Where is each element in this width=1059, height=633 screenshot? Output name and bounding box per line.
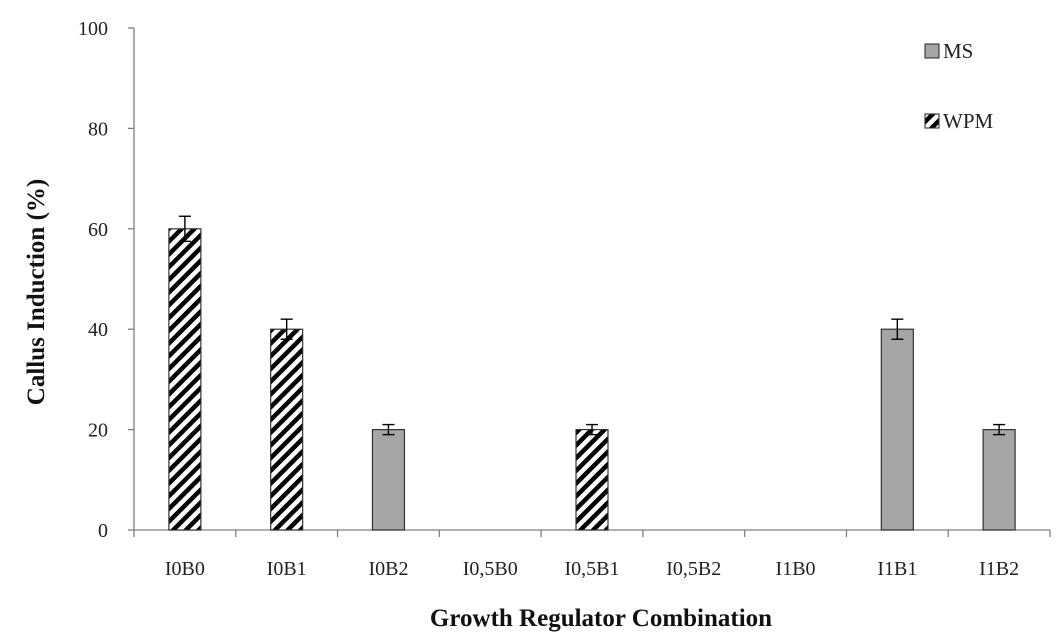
y-tick-label: 40	[88, 319, 108, 341]
error-bar	[178, 215, 191, 243]
x-tick-label: I1B1	[877, 558, 917, 580]
x-tick-label: I0B2	[368, 558, 408, 580]
x-axis: I0B0 I0B1 I0B2 I0,5B0 I0,5B1 I0,5B2 I1B0 I1B1 I1…	[133, 529, 1051, 580]
x-tick-label: I1B2	[979, 558, 1019, 580]
bar-wpm-I0B0	[168, 228, 202, 531]
y-tick-label: 0	[98, 520, 108, 542]
legend-label-wpm: WPM	[943, 109, 994, 133]
x-tick-label: I0B0	[165, 558, 205, 580]
x-tick-label: I0B1	[267, 558, 307, 580]
bar-wpm-I0,5B1	[575, 429, 609, 531]
y-axis-title: Callus Induction (%)	[23, 179, 50, 405]
y-axis: 0 20 40 60 80 100	[78, 18, 135, 542]
legend-swatch-ms	[924, 43, 940, 59]
y-tick-label: 60	[88, 219, 108, 241]
y-tick-label: 100	[78, 18, 108, 40]
bar-wpm-I0B1	[270, 328, 304, 531]
x-tick-label: I0,5B0	[463, 558, 518, 580]
legend: MS WPM	[924, 39, 994, 133]
error-bar	[586, 423, 598, 436]
legend-swatch-wpm	[924, 113, 940, 129]
legend-label-ms: MS	[943, 39, 973, 63]
x-tick-label: I1B0	[776, 558, 816, 580]
error-bar	[382, 423, 395, 436]
x-axis-title: Growth Regulator Combination	[430, 605, 772, 632]
y-tick-label: 20	[88, 420, 108, 442]
x-tick-label: I0,5B2	[666, 558, 721, 580]
error-bar	[993, 423, 1006, 436]
error-bar	[280, 318, 293, 340]
bars-group	[168, 228, 1016, 531]
x-tick-label: I0,5B1	[565, 558, 620, 580]
bar-ms-I0B2	[371, 429, 406, 531]
y-tick-label: 80	[88, 118, 108, 140]
error-bar	[891, 318, 904, 340]
error-bars-group	[178, 215, 1006, 436]
bar-ms-I1B2	[982, 429, 1016, 531]
bar-ms-I1B1	[880, 328, 914, 531]
